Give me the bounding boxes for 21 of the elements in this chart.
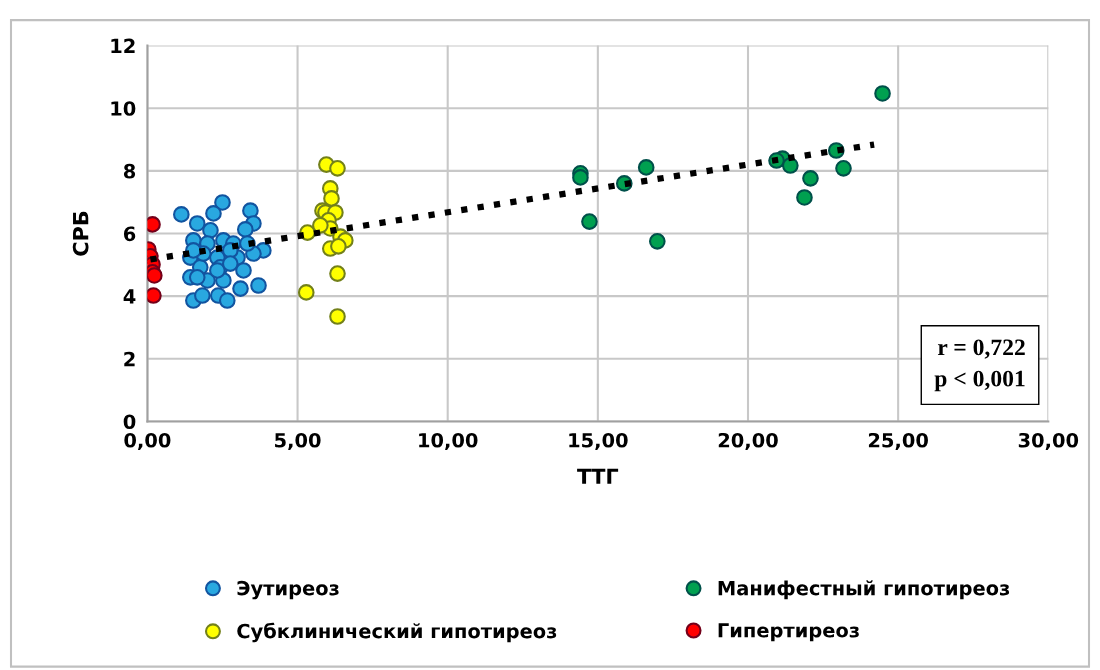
x-tick-label: 0,00 bbox=[124, 432, 171, 451]
y-tick-label: 12 bbox=[111, 38, 135, 53]
legend-label: Гипертиреоз bbox=[718, 623, 859, 642]
y-tick-label: 10 bbox=[111, 101, 136, 116]
y-tick-label: 4 bbox=[123, 289, 136, 304]
x-tick-label: 15,00 bbox=[569, 432, 628, 451]
legend-label: Субклинический гипотиреоз bbox=[237, 622, 557, 643]
x-tick-label: 25,00 bbox=[868, 432, 928, 451]
x-tick-label: 10,00 bbox=[419, 432, 478, 451]
annotation: r = 0,722 p < 0,001 bbox=[934, 339, 1025, 392]
x-axis-title: ТТГ bbox=[577, 468, 619, 484]
y-axis-title: СРБ bbox=[72, 211, 89, 256]
legend-label: Эутиреоз bbox=[237, 580, 339, 600]
y-tick-label: 0 bbox=[123, 414, 136, 430]
x-tick-label: 20,00 bbox=[718, 432, 778, 451]
legend-label: Манифестный гипотиреоз bbox=[718, 580, 1010, 600]
x-tick-label: 30,00 bbox=[1018, 432, 1079, 451]
y-tick-label: 6 bbox=[123, 226, 136, 242]
y-tick-label: 2 bbox=[124, 351, 135, 367]
x-tick-label: 5,00 bbox=[275, 432, 321, 451]
y-tick-label: 8 bbox=[123, 163, 136, 179]
